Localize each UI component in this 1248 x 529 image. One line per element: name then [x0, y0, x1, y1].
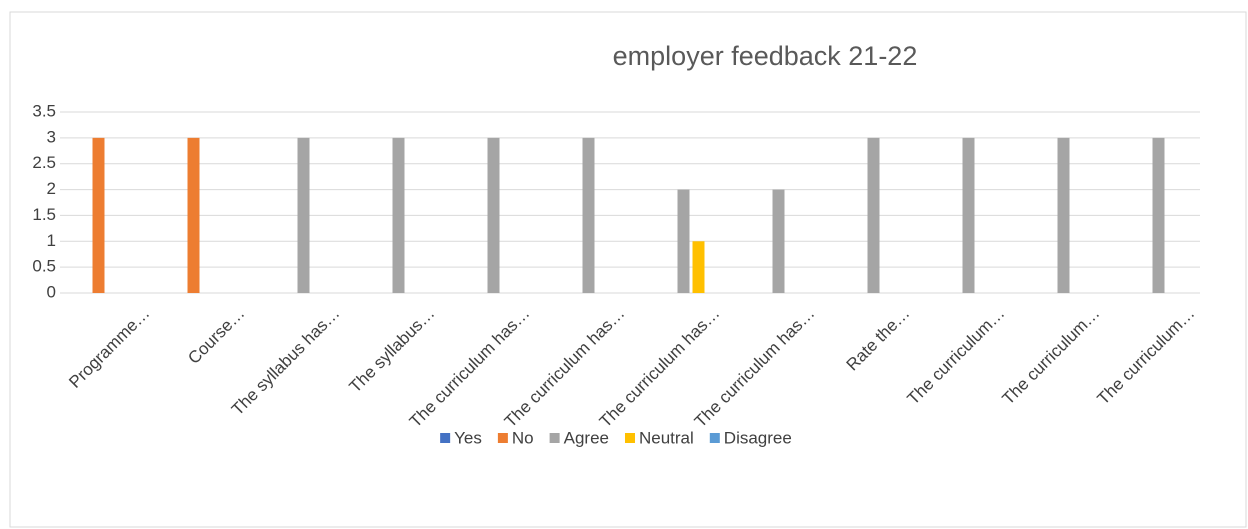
legend-label: Agree — [564, 428, 609, 447]
y-tick-label: 0.5 — [32, 257, 56, 276]
legend-label: Disagree — [724, 428, 792, 447]
bar — [392, 137, 405, 293]
bar — [867, 137, 880, 293]
bar — [772, 189, 785, 293]
y-tick-label: 3 — [47, 127, 56, 146]
legend-label: No — [512, 428, 534, 447]
y-tick-label: 1.5 — [32, 205, 56, 224]
y-tick-label: 0 — [47, 282, 56, 301]
legend-swatch — [549, 433, 560, 443]
bar — [692, 241, 705, 293]
y-tick-label: 3.5 — [32, 101, 56, 120]
bar — [962, 137, 975, 293]
chart-title: employer feedback 21-22 — [613, 41, 918, 71]
legend-label: Yes — [454, 428, 482, 447]
bar — [582, 137, 595, 293]
legend-swatch — [624, 433, 635, 443]
y-tick-label: 2.5 — [32, 153, 56, 172]
bar — [1152, 137, 1165, 293]
bar — [297, 137, 310, 293]
bar — [677, 189, 690, 293]
bar — [187, 137, 200, 293]
y-tick-label: 2 — [47, 179, 56, 198]
legend-label: Neutral — [639, 428, 694, 447]
legend-swatch — [709, 433, 720, 443]
legend-swatch — [497, 433, 508, 443]
y-tick-label: 1 — [47, 231, 56, 250]
legend-swatch — [440, 433, 451, 443]
bar — [1057, 137, 1070, 293]
bar — [487, 137, 500, 293]
bar — [92, 137, 105, 293]
